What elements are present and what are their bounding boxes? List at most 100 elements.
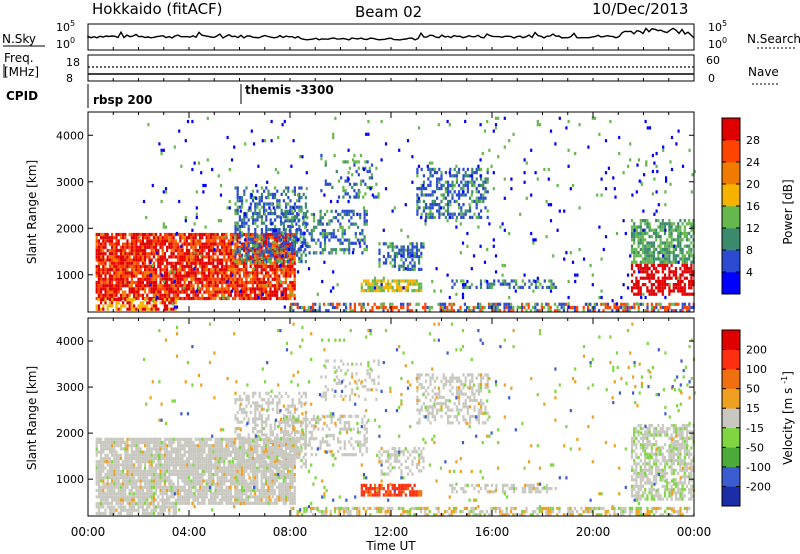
heatmap-cell: [141, 440, 144, 445]
power-x-ticks: [87, 47, 695, 312]
heatmap-cell: [304, 221, 307, 225]
heatmap-cell: [146, 284, 149, 288]
heatmap-cell: [672, 222, 675, 226]
heatmap-cell: [228, 167, 231, 172]
heatmap-cell: [155, 293, 158, 297]
heatmap-cell: [185, 261, 188, 265]
heatmap-cell: [148, 252, 151, 256]
heatmap-cell: [163, 485, 166, 489]
heatmap-cell: [128, 476, 131, 480]
heatmap-cell: [119, 447, 122, 451]
heatmap-cell: [628, 309, 631, 313]
heatmap-cell: [250, 129, 253, 133]
heatmap-cell: [628, 305, 631, 310]
heatmap-cell: [637, 292, 640, 296]
heatmap-cell: [291, 290, 294, 294]
heatmap-cell: [576, 273, 579, 277]
heatmap-cell: [124, 472, 127, 477]
heatmap-cell: [247, 256, 250, 260]
heatmap-cell: [273, 293, 276, 297]
heatmap-cell: [426, 305, 429, 310]
heatmap-cell: [150, 280, 153, 285]
heatmap-cell: [229, 239, 232, 243]
heatmap-cell: [196, 255, 199, 259]
heatmap-cell: [400, 258, 403, 262]
heatmap-cell: [166, 261, 169, 265]
heatmap-cell: [348, 244, 351, 249]
heatmap-cell: [670, 260, 673, 264]
heatmap-cell: [393, 264, 396, 268]
heatmap-cell: [170, 472, 173, 477]
heatmap-cell: [358, 302, 361, 306]
heatmap-cell: [144, 453, 147, 457]
heatmap-cell: [494, 123, 498, 127]
heatmap-cell: [137, 498, 140, 502]
heatmap-cell: [373, 276, 377, 280]
heatmap-cell: [245, 277, 248, 281]
heatmap-cell: [113, 498, 116, 502]
heatmap-cell: [349, 309, 352, 313]
heatmap-cell: [637, 283, 640, 287]
heatmap-cell: [280, 252, 283, 256]
heatmap-cell: [536, 279, 539, 284]
heatmap-cell: [203, 296, 206, 301]
heatmap-cell: [111, 495, 114, 499]
heatmap-cell: [273, 274, 276, 278]
heatmap-cell: [622, 171, 625, 175]
heatmap-cell: [442, 212, 445, 216]
heatmap-cell: [523, 158, 526, 162]
heatmap-cell: [256, 287, 259, 291]
heatmap-cell: [144, 236, 147, 240]
heatmap-cell: [395, 282, 399, 286]
heatmap-cell: [367, 119, 370, 124]
heatmap-cell: [490, 302, 493, 306]
heatmap-cell: [161, 463, 164, 467]
heatmap-cell: [406, 305, 409, 310]
heatmap-cell: [681, 247, 684, 251]
heatmap-cell: [128, 469, 131, 473]
heatmap-cell: [668, 241, 671, 245]
heatmap-cell: [652, 276, 656, 280]
heatmap-cell: [319, 216, 322, 220]
heatmap-cell: [626, 309, 629, 313]
heatmap-cell: [191, 228, 194, 232]
heatmap-cell: [113, 290, 116, 294]
heatmap-cell: [315, 225, 318, 229]
heatmap-cell: [341, 235, 344, 239]
heatmap-cell: [202, 190, 205, 194]
heatmap-cell: [626, 164, 630, 168]
heatmap-cell: [117, 479, 120, 483]
heatmap-cell: [245, 212, 248, 216]
heatmap-cell: [97, 307, 100, 311]
heatmap-cell: [133, 232, 136, 237]
heatmap-cell: [453, 190, 456, 194]
heatmap-cell: [146, 242, 149, 246]
heatmap-cell: [280, 192, 283, 196]
heatmap-cell: [471, 215, 474, 219]
heatmap-cell: [124, 463, 127, 467]
heatmap-cell: [308, 232, 311, 236]
heatmap-cell: [124, 280, 127, 285]
heatmap-cell: [201, 264, 204, 269]
heatmap-cell: [461, 241, 465, 245]
heatmap-cell: [161, 252, 164, 256]
heatmap-cell: [639, 302, 642, 306]
heatmap-cell: [148, 298, 151, 302]
heatmap-cell: [236, 271, 239, 275]
heatmap-cell: [150, 304, 153, 308]
heatmap-cell: [276, 293, 279, 297]
heatmap-cell: [503, 116, 506, 120]
heatmap-cell: [245, 284, 248, 288]
heatmap-cell: [130, 277, 133, 281]
heatmap-cell: [420, 251, 423, 255]
heatmap-cell: [475, 199, 478, 203]
heatmap-cell: [207, 271, 210, 275]
heatmap-cell: [95, 450, 98, 454]
heatmap-cell: [633, 257, 636, 261]
heatmap-cell: [256, 247, 259, 251]
heatmap-cell: [380, 279, 383, 283]
heatmap-cell: [298, 196, 301, 200]
heatmap-cell: [469, 174, 472, 178]
heatmap-cell: [600, 302, 603, 306]
heatmap-cell: [117, 472, 120, 477]
